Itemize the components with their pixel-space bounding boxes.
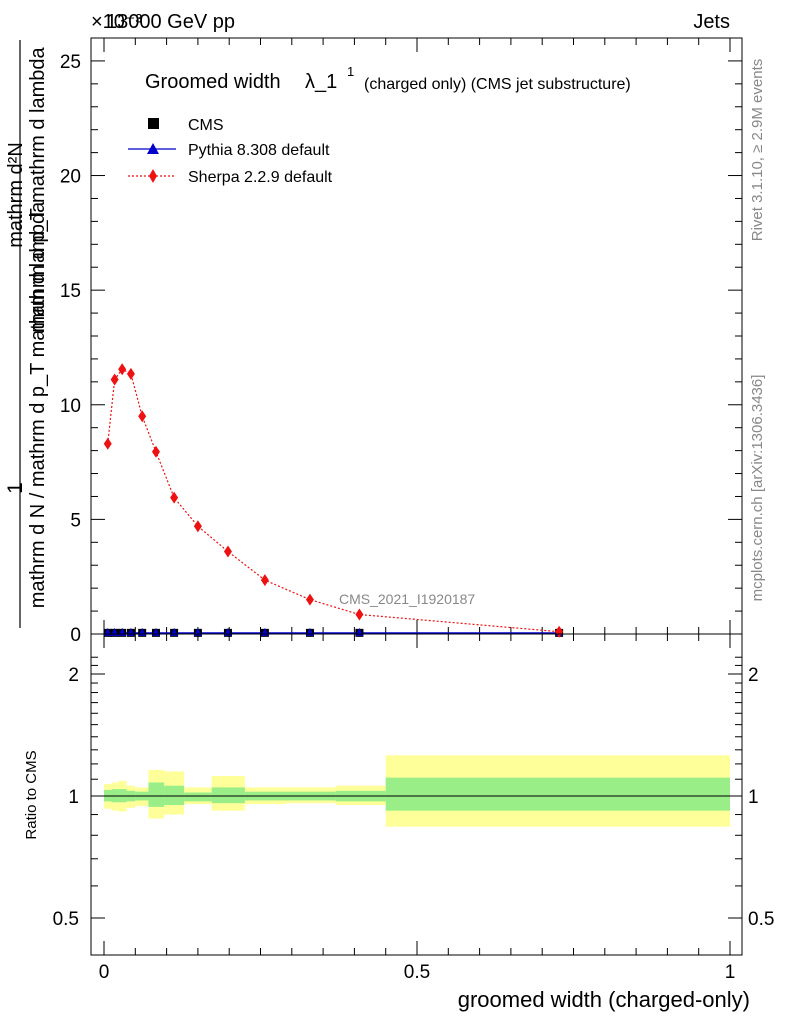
legend-cms-label: CMS [188,117,224,134]
ratio-ylabel: Ratio to CMS [23,750,40,839]
ratio-stat-band [211,787,245,804]
ratio-ytick-label: 1 [68,787,79,808]
legend-cms-marker [148,118,159,129]
title-lambda: λ_1 [305,71,337,93]
ylabel-one: 1 [4,482,27,494]
title-sup: 1 [347,64,354,79]
energy-label: 13000 GeV pp [106,11,235,33]
main-ytick-label: 0 [70,625,81,646]
legend-pythia-label: Pythia 8.308 default [188,142,330,159]
x-tick-label: 1 [725,962,736,983]
x-axis-label: groomed width (charged-only) [458,987,750,1012]
sherpa-point [305,593,314,606]
category-label: Jets [693,11,730,33]
sherpa-point [138,410,147,423]
sherpa-point [223,545,232,558]
sherpa-point [103,437,112,450]
ratio-stat-band [385,777,730,811]
main-series [103,363,564,638]
ylabel-numerator: mathrm d²N [5,142,27,248]
ratio-stat-band [184,792,212,802]
ratio-ytick-label: 0.5 [53,909,79,930]
sherpa-point [193,520,202,533]
x-tick-label: 0 [99,962,110,983]
sherpa-point [355,608,364,621]
sherpa-point [260,574,269,587]
legend-sherpa-label: Sherpa 2.2.9 default [188,169,333,186]
legend: CMS Pythia 8.308 default Sherpa 2.2.9 de… [128,117,333,186]
title-extra: (charged only) (CMS jet substructure) [364,76,631,93]
ratio-axes: 0.5 0.5 1 1 2 2 [53,634,774,955]
main-axes: 0 5 10 15 20 25 [60,38,742,646]
title-main: Groomed width [145,71,281,93]
ratio-stat-band [164,785,185,806]
main-ytick-label: 5 [70,510,81,531]
ratio-ytick-label-right: 0.5 [748,909,774,930]
ylabel-denominator-part: mathrm d N / mathrm d p_T mathrm d lambd… [27,201,49,608]
sherpa-point [555,625,564,638]
ratio-ytick-label: 2 [68,665,79,686]
x-axis: 0 0.5 1 [99,962,736,983]
sherpa-point [110,373,119,386]
main-ytick-label: 20 [60,167,81,188]
exponent-label: ×10⁻³ [91,11,142,33]
legend-pythia-marker [147,143,159,154]
ratio-bands [104,755,730,827]
sherpa-point [170,491,179,504]
sherpa-point [151,445,160,458]
site-label: mcplots.cern.ch [arXiv:1306.3436] [749,375,766,602]
ylabel-denominator: mathrm d p_T mathrm d lambda [27,46,49,332]
main-ytick-label: 10 [60,396,81,417]
rivet-label: Rivet 3.1.10, ≥ 2.9M events [749,59,766,242]
ratio-stat-band [148,782,165,807]
x-tick-label: 0.5 [404,962,430,983]
ratio-ytick-label-right: 1 [748,787,759,808]
sherpa-point [118,363,127,376]
main-ytick-label: 15 [60,281,81,302]
main-ytick-label: 25 [60,52,81,73]
analysis-label: CMS_2021_I1920187 [339,591,475,607]
legend-sherpa-marker [149,169,157,183]
ratio-ytick-label-right: 2 [748,665,759,686]
sherpa-point [126,367,135,380]
